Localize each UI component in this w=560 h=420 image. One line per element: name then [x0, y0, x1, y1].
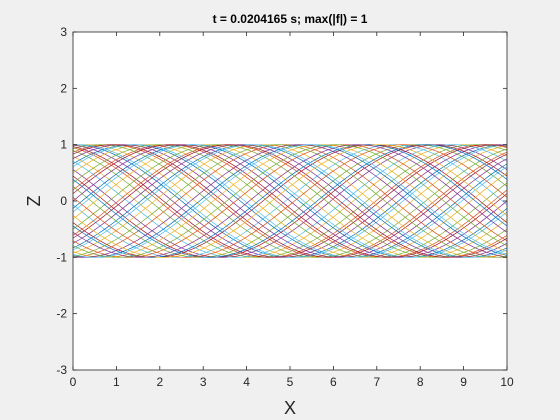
y-tick-label: 1 — [60, 138, 67, 152]
series-line-47 — [72, 144, 508, 258]
series-line-48 — [72, 144, 508, 258]
series-line-22 — [72, 144, 508, 258]
x-axis-label: X — [284, 398, 296, 418]
y-tick-label: 2 — [60, 81, 67, 95]
x-tick-label: 0 — [70, 375, 77, 389]
series-line-34 — [72, 144, 508, 258]
y-tick-label: -1 — [56, 250, 67, 264]
y-tick-label: -3 — [56, 363, 67, 377]
x-tick-label: 8 — [417, 375, 424, 389]
x-tick-label: 2 — [156, 375, 163, 389]
line-series-group — [72, 144, 508, 258]
chart-title: t = 0.0204165 s; max(|f|) = 1 — [213, 12, 368, 26]
series-line-45 — [72, 144, 508, 258]
y-tick-label: -2 — [56, 307, 67, 321]
series-line-41 — [72, 144, 508, 258]
series-line-33 — [72, 144, 508, 258]
tick-group: 0 1 2 3 4 5 6 7 8 9 10 -3 -2 -1 0 1 2 3 — [56, 25, 514, 389]
series-line-46 — [72, 144, 508, 258]
y-axis-label: Z — [24, 196, 44, 207]
x-tick-label: 7 — [373, 375, 380, 389]
series-line-43 — [72, 144, 508, 258]
x-tick-label: 5 — [287, 375, 294, 389]
x-tick-label: 3 — [200, 375, 207, 389]
series-line-17 — [72, 144, 508, 258]
series-line-23 — [72, 144, 508, 258]
series-line-13 — [72, 144, 508, 258]
x-tick-label: 6 — [330, 375, 337, 389]
x-tick-label: 9 — [460, 375, 467, 389]
y-tick-label: 3 — [60, 25, 67, 39]
x-tick-label: 10 — [500, 375, 514, 389]
series-line-30 — [72, 144, 508, 258]
x-tick-label: 1 — [113, 375, 120, 389]
series-line-35 — [72, 144, 508, 258]
series-line-42 — [72, 144, 508, 258]
y-tick-label: 0 — [60, 194, 67, 208]
series-line-14 — [72, 144, 508, 258]
series-line-29 — [72, 144, 508, 258]
series-line-44 — [72, 144, 508, 258]
x-tick-label: 4 — [243, 375, 250, 389]
series-line-40 — [72, 144, 508, 258]
